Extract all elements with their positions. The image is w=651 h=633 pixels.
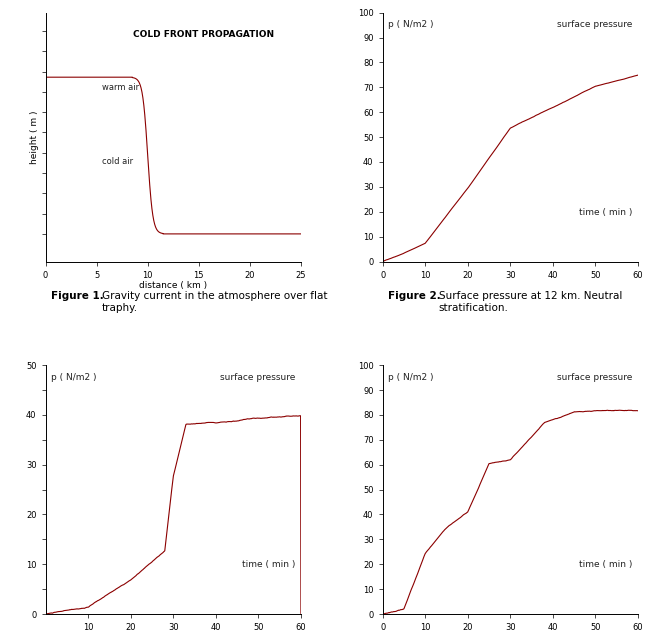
Text: Figure 2.: Figure 2.	[388, 291, 441, 301]
Y-axis label: height ( m ): height ( m )	[30, 110, 38, 164]
Text: p ( N/m2 ): p ( N/m2 )	[51, 373, 96, 382]
Text: time ( min ): time ( min )	[579, 560, 633, 569]
Text: warm air: warm air	[102, 84, 139, 92]
Text: p ( N/m2 ): p ( N/m2 )	[388, 373, 433, 382]
Text: Surface pressure at 12 km. Neutral
stratification.: Surface pressure at 12 km. Neutral strat…	[439, 291, 622, 313]
X-axis label: distance ( km ): distance ( km )	[139, 281, 207, 290]
Text: Figure 1.: Figure 1.	[51, 291, 104, 301]
Text: cold air: cold air	[102, 157, 133, 166]
Text: surface pressure: surface pressure	[221, 373, 296, 382]
Text: Gravity current in the atmosphere over flat
traphy.: Gravity current in the atmosphere over f…	[102, 291, 327, 313]
Text: p ( N/m2 ): p ( N/m2 )	[388, 20, 433, 29]
Text: time ( min ): time ( min )	[242, 560, 296, 569]
Text: surface pressure: surface pressure	[557, 373, 633, 382]
Text: surface pressure: surface pressure	[557, 20, 633, 29]
Text: COLD FRONT PROPAGATION: COLD FRONT PROPAGATION	[133, 30, 275, 39]
Text: time ( min ): time ( min )	[579, 208, 633, 216]
